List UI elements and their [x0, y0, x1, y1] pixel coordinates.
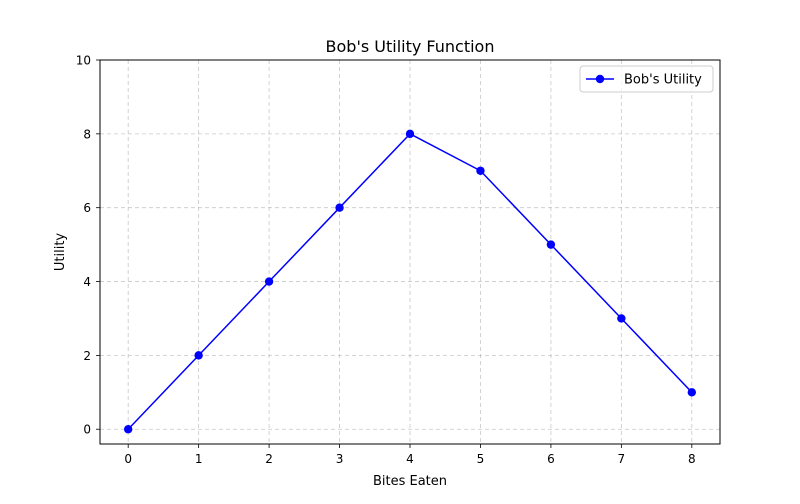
y-axis-label: Utility	[53, 233, 68, 272]
y-tick-label: 6	[83, 201, 91, 215]
legend-marker-swatch	[595, 74, 605, 84]
x-tick-label: 6	[547, 452, 555, 466]
x-tick-label: 5	[477, 452, 485, 466]
x-tick-label: 8	[688, 452, 696, 466]
data-point	[194, 351, 203, 360]
y-tick-label: 2	[83, 349, 91, 363]
x-axis-ticks: 0 1 2 3 4 5 6 7 8	[124, 444, 696, 466]
x-tick-label: 1	[195, 452, 203, 466]
y-tick-label: 0	[83, 423, 91, 437]
x-tick-label: 3	[336, 452, 344, 466]
data-point	[687, 388, 697, 397]
y-axis-ticks: 0 2 4 6 8 10	[76, 54, 100, 437]
data-point	[123, 425, 133, 434]
legend-box	[579, 65, 714, 93]
x-tick-label: 0	[124, 452, 132, 466]
x-tick-label: 2	[265, 452, 273, 466]
data-point	[546, 240, 556, 249]
grid	[100, 59, 720, 444]
legend-label: Bob's Utility	[624, 73, 702, 88]
x-axis-label: Bites Eaten	[373, 474, 447, 489]
data-point	[335, 203, 344, 212]
data-point	[617, 314, 626, 323]
data-point	[476, 166, 485, 175]
x-tick-label: 7	[618, 452, 626, 466]
x-tick-label: 4	[406, 452, 414, 466]
y-tick-label: 8	[83, 127, 91, 141]
data-point	[264, 277, 274, 286]
chart-title: Bob's Utility Function	[326, 37, 495, 56]
y-tick-label: 10	[76, 54, 91, 68]
y-tick-label: 4	[83, 275, 91, 289]
legend: Bob's Utility	[579, 65, 714, 93]
series-layer	[123, 129, 697, 434]
data-point	[405, 129, 415, 139]
